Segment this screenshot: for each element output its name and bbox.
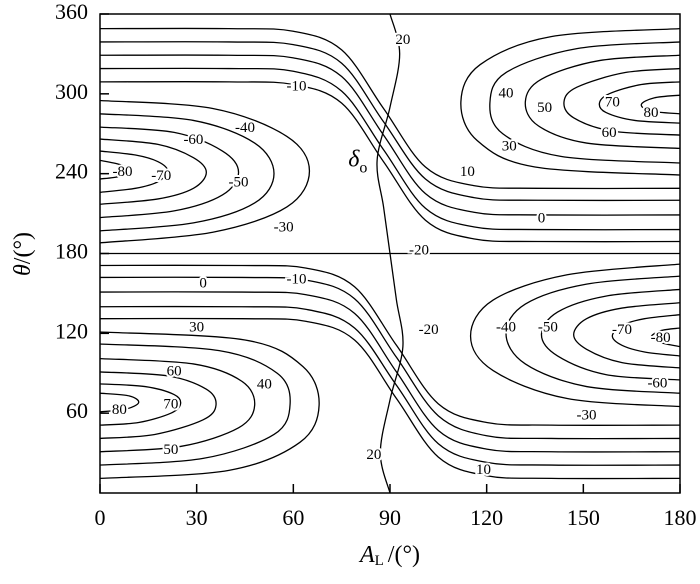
contour-line bbox=[100, 126, 240, 219]
x-label-unit: /(°) bbox=[388, 542, 420, 568]
contour-label: 60 bbox=[167, 363, 182, 379]
contour-label: 0 bbox=[538, 210, 546, 226]
x-tick-label: 180 bbox=[664, 505, 697, 530]
contour-label: 10 bbox=[460, 164, 475, 180]
contour-label: -40 bbox=[496, 319, 516, 335]
contour-label: 20 bbox=[366, 447, 381, 463]
contour-line bbox=[100, 331, 320, 480]
contour-label: -30 bbox=[577, 407, 597, 423]
contour-line bbox=[100, 305, 680, 466]
contour-line bbox=[469, 263, 680, 408]
contour-line bbox=[524, 54, 680, 150]
y-tick-label: 300 bbox=[55, 79, 88, 104]
contour-line bbox=[100, 27, 680, 190]
contour-label: -80 bbox=[113, 164, 133, 180]
contour-line bbox=[100, 317, 680, 480]
contour-line bbox=[563, 67, 680, 136]
contour-line bbox=[611, 314, 680, 357]
contour-label: -60 bbox=[647, 375, 667, 391]
x-tick-label: 150 bbox=[567, 505, 600, 530]
contour-line bbox=[100, 264, 680, 426]
contour-line bbox=[540, 288, 680, 381]
contour-label: 80 bbox=[112, 402, 127, 418]
contour-line bbox=[100, 159, 130, 180]
contour-line bbox=[460, 27, 680, 176]
contour-line bbox=[100, 67, 680, 231]
contour-line bbox=[100, 383, 182, 426]
contour-label: -50 bbox=[538, 319, 558, 335]
delta-curve bbox=[376, 14, 404, 493]
contour-line bbox=[100, 276, 680, 440]
contour-line bbox=[598, 81, 680, 124]
contour-label: -70 bbox=[612, 322, 632, 338]
contour-label: 50 bbox=[163, 442, 178, 458]
plot-area bbox=[100, 14, 680, 493]
contour-label: -50 bbox=[229, 174, 249, 190]
contour-line bbox=[489, 41, 680, 164]
contour-label: 30 bbox=[502, 138, 517, 154]
y-tick-label: 180 bbox=[55, 239, 88, 264]
contour-line bbox=[100, 291, 680, 453]
contour-label: 40 bbox=[257, 377, 272, 393]
y-tick-label: 120 bbox=[55, 318, 88, 343]
contour-line bbox=[100, 54, 680, 216]
contour-label: -20 bbox=[419, 322, 439, 338]
contour-line bbox=[505, 275, 680, 394]
contour-label: 60 bbox=[602, 125, 617, 141]
contour-line bbox=[100, 41, 680, 202]
contour-label: -80 bbox=[651, 330, 671, 346]
contour-label: -70 bbox=[151, 168, 171, 184]
contour-line bbox=[100, 371, 217, 440]
x-tick-label: 0 bbox=[95, 505, 106, 530]
contour-line bbox=[640, 94, 680, 115]
contour-line bbox=[650, 327, 680, 348]
contour-line bbox=[100, 150, 169, 193]
x-tick-label: 120 bbox=[470, 505, 503, 530]
y-tick-label: 60 bbox=[66, 398, 88, 423]
x-axis-label: AL/(°) bbox=[358, 542, 420, 570]
y-label-symbol: θ bbox=[10, 264, 36, 276]
delta-subscript: o bbox=[359, 159, 367, 176]
y-tick-label: 360 bbox=[55, 0, 88, 24]
contour-label: 20 bbox=[395, 32, 410, 48]
delta-label: δo bbox=[348, 146, 367, 176]
contour-line bbox=[100, 99, 311, 244]
contour-line bbox=[100, 357, 256, 453]
contour-label: -30 bbox=[274, 220, 294, 236]
contour-label: 70 bbox=[605, 95, 620, 111]
contour-label: 80 bbox=[644, 105, 659, 121]
contour-label: 40 bbox=[499, 85, 514, 101]
x-tick-label: 30 bbox=[186, 505, 208, 530]
contour-line bbox=[100, 392, 140, 413]
y-label-unit: /(°) bbox=[10, 232, 36, 264]
contour-label: -40 bbox=[235, 120, 255, 136]
contour-line bbox=[100, 138, 207, 205]
x-tick-label: 90 bbox=[379, 505, 401, 530]
x-tick-label: 60 bbox=[282, 505, 304, 530]
contour-label: 70 bbox=[163, 397, 178, 413]
contour-label: 30 bbox=[189, 319, 204, 335]
contour-line bbox=[100, 81, 680, 243]
y-axis-label: θ/(°) bbox=[10, 232, 36, 276]
contour-label: 10 bbox=[476, 462, 491, 478]
contour-label: -60 bbox=[183, 132, 203, 148]
contour-label: 50 bbox=[537, 100, 552, 116]
contour-line bbox=[100, 113, 275, 232]
x-label-symbol: A bbox=[358, 542, 375, 568]
x-label-subscript: L bbox=[375, 553, 384, 569]
contour-label: 0 bbox=[199, 276, 207, 292]
contour-label: -10 bbox=[287, 272, 307, 288]
y-tick-label: 240 bbox=[55, 159, 88, 184]
contour-label: -10 bbox=[287, 79, 307, 95]
delta-symbol: δ bbox=[348, 146, 360, 172]
contour-line bbox=[573, 302, 680, 369]
contour-label: -20 bbox=[409, 242, 429, 258]
contour-line bbox=[100, 343, 291, 466]
